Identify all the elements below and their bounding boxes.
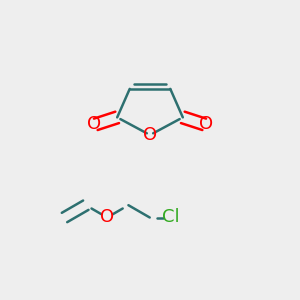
Text: O: O [143, 126, 157, 144]
Text: O: O [87, 115, 101, 133]
Text: Cl: Cl [162, 208, 179, 226]
Text: O: O [100, 208, 114, 226]
Text: O: O [199, 115, 213, 133]
